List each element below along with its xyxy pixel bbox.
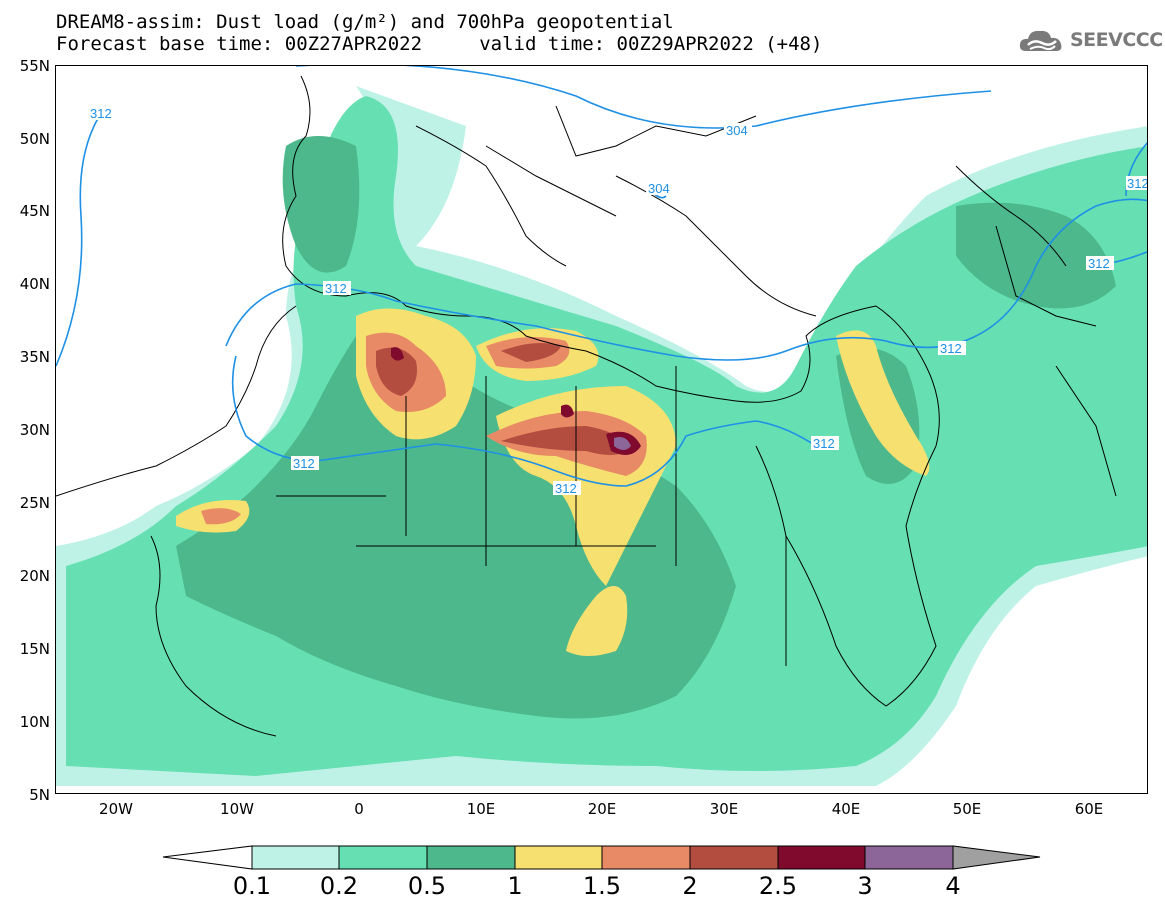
colorbar-swatch-1.5-2: [601, 845, 691, 870]
lat-label-55n: 55N: [19, 57, 50, 75]
contour-labels: 312 304 304 312 312 312 312 312 312 312: [89, 106, 1148, 496]
colorbar-swatch-3-4: [864, 845, 954, 870]
lon-label-0: 0: [354, 800, 364, 818]
colorbar-swatch-2.5-3: [777, 845, 866, 870]
lat-label-5n: 5N: [29, 786, 50, 804]
lon-label-60e: 60E: [1074, 800, 1104, 818]
contour-label-312-iberia: 312: [325, 281, 347, 296]
contour-label-304-balkans: 304: [648, 181, 670, 196]
lon-label-20e: 20E: [587, 800, 617, 818]
lat-label-45n: 45N: [19, 202, 50, 220]
lat-label-25n: 25N: [19, 494, 50, 512]
colorbar-swatch-0.5-1: [426, 845, 516, 870]
lon-label-10w: 10W: [220, 800, 254, 818]
dust-load-map: 312 304 304 312 312 312 312 312 312 312: [55, 65, 1148, 794]
lat-label-30n: 30N: [19, 421, 50, 439]
contour-label-312-nw: 312: [90, 106, 112, 121]
seevccc-logo: SEEVCCC: [1018, 25, 1163, 55]
colorbar-swatch-1-1.5: [514, 845, 603, 870]
colorbar-swatch-0.2-0.5: [338, 845, 428, 870]
colorbar-label-0.2: 0.2: [319, 872, 359, 900]
map-canvas: 312 304 304 312 312 312 312 312 312 312: [56, 66, 1148, 786]
lon-label-10e: 10E: [466, 800, 496, 818]
colorbar-label-4: 4: [945, 872, 961, 900]
contour-label-312-red-sea: 312: [813, 436, 835, 451]
colorbar: [162, 845, 1041, 870]
lon-label-40e: 40E: [831, 800, 861, 818]
colorbar-label-3: 3: [857, 872, 873, 900]
colorbar-label-0.5: 0.5: [407, 872, 447, 900]
lat-label-40n: 40N: [19, 275, 50, 293]
contour-label-312-iraq: 312: [940, 341, 962, 356]
lat-label-20n: 20N: [19, 567, 50, 585]
cloud-icon: [1019, 30, 1062, 51]
dust-band-2: [376, 342, 631, 455]
colorbar-swatch-0.1-0.2: [251, 845, 340, 870]
colorbar-label-1: 1: [507, 872, 523, 900]
contour-label-312-caspian: 312: [1088, 256, 1110, 271]
lon-label-20w: 20W: [99, 800, 133, 818]
lon-label-50e: 50E: [952, 800, 982, 818]
contour-label-304-north: 304: [726, 123, 748, 138]
forecast-time-subtitle: Forecast base time: 00Z27APR2022 valid t…: [56, 33, 823, 55]
contour-label-312-caspian-top: 312: [1127, 176, 1148, 191]
geopotential-contours: [56, 66, 1147, 487]
lat-label-10n: 10N: [19, 713, 50, 731]
logo-text: SEEVCCC: [1070, 29, 1163, 51]
colorbar-over-triangle: [952, 845, 1041, 870]
map-title: DREAM8-assim: Dust load (g/m²) and 700hP…: [56, 11, 674, 33]
contour-label-312-sahara-west: 312: [293, 456, 315, 471]
lat-label-35n: 35N: [19, 348, 50, 366]
colorbar-label-2.5: 2.5: [758, 872, 798, 900]
lat-label-15n: 15N: [19, 640, 50, 658]
dust-band-3: [614, 437, 631, 450]
coastlines: [56, 75, 1117, 737]
contour-label-312-sahara-east: 312: [555, 481, 577, 496]
colorbar-label-0.1: 0.1: [232, 872, 272, 900]
colorbar-label-2: 2: [682, 872, 698, 900]
colorbar-label-1.5: 1.5: [582, 872, 622, 900]
colorbar-under-triangle: [162, 845, 253, 870]
lon-label-30e: 30E: [709, 800, 739, 818]
colorbar-swatch-2-2.5: [689, 845, 779, 870]
lat-label-50n: 50N: [19, 130, 50, 148]
